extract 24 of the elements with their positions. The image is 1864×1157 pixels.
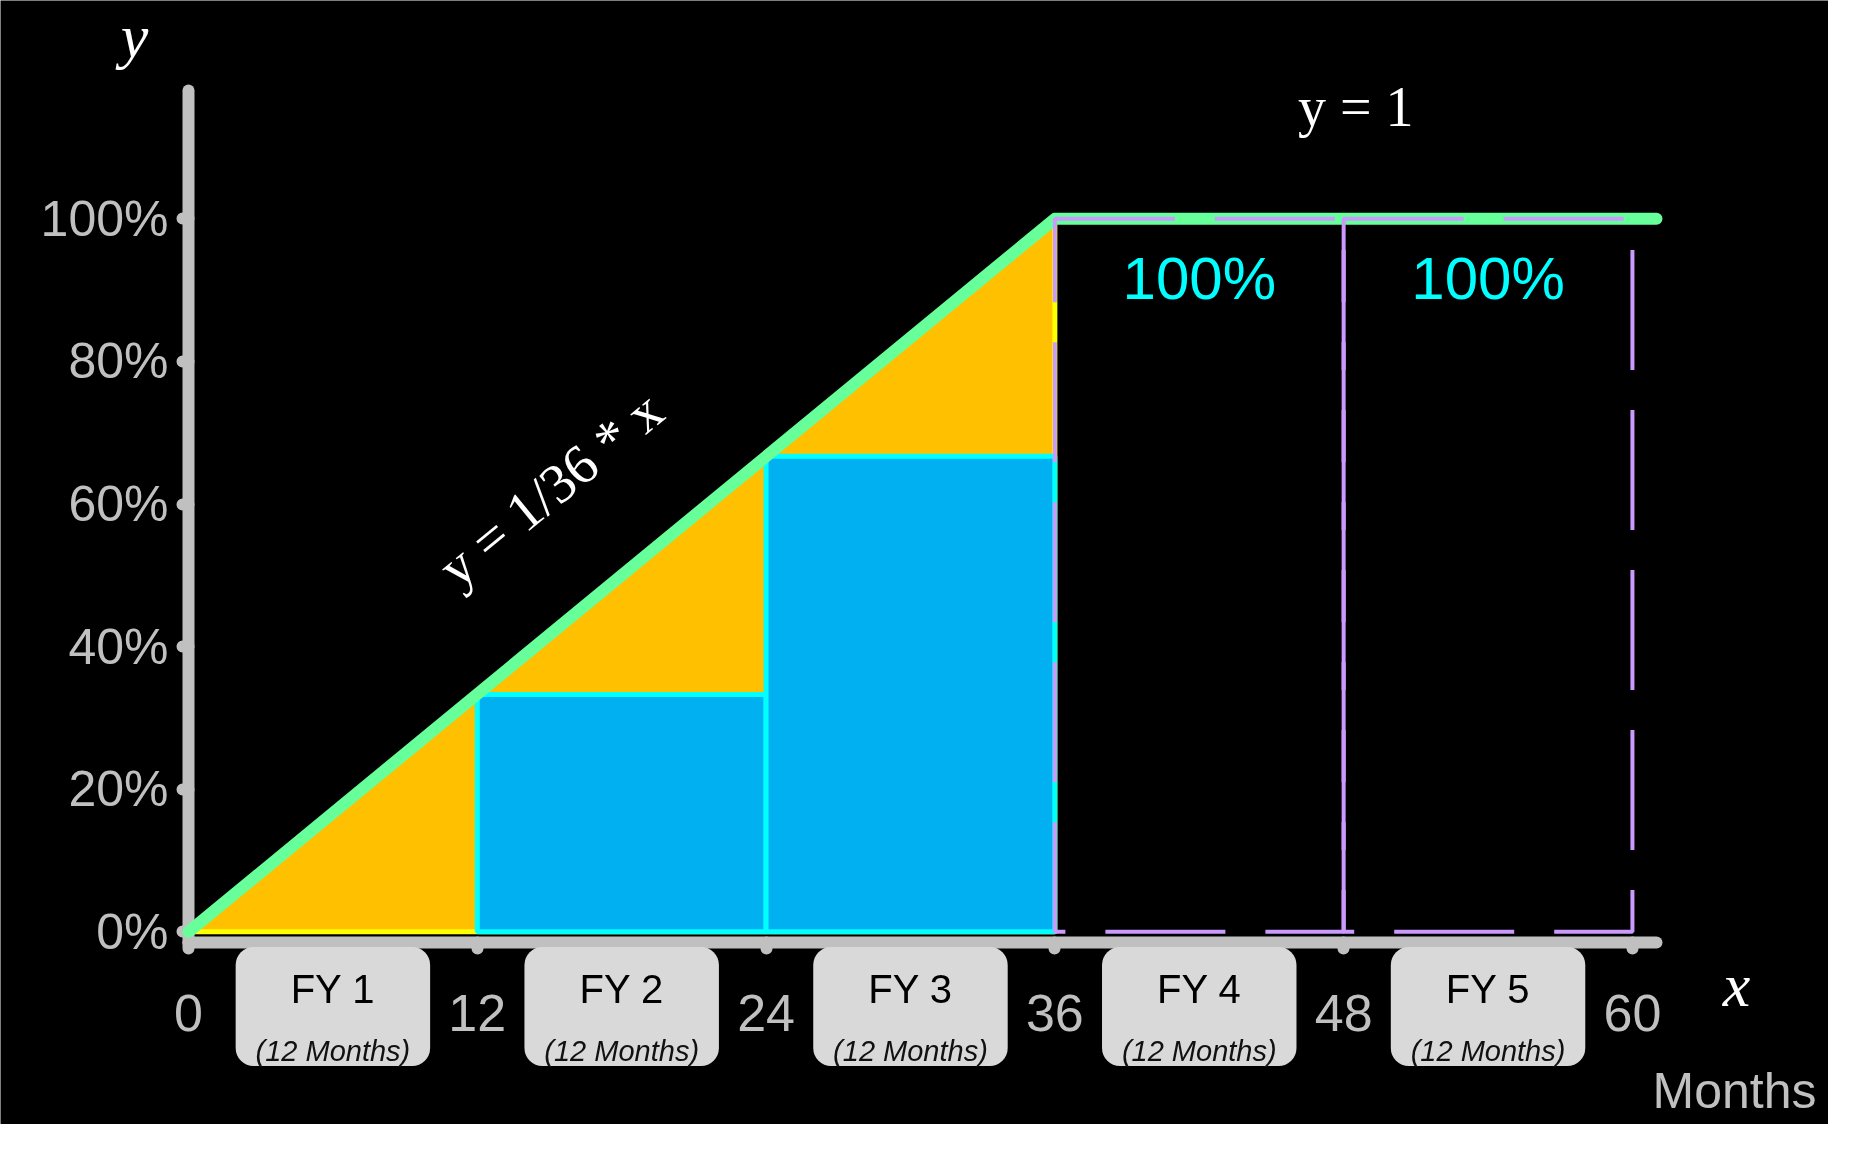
text: Months <box>1652 1062 1817 1119</box>
y-axis-title: y <box>114 1 149 70</box>
text: FY 3 (12 Months) <box>833 967 988 1067</box>
annotation: y = 1 <box>1297 75 1414 138</box>
text: FY 5 (12 Months) <box>1410 967 1566 1067</box>
y-tick-label: 0% <box>96 903 169 960</box>
x-tick-label: 60 <box>1603 983 1662 1042</box>
annotation: y = 1/36 * x <box>426 378 675 599</box>
x-tick-label: 36 <box>1025 983 1084 1042</box>
text: FY 1 (12 Months) <box>255 967 411 1067</box>
x-tick-label: 12 <box>448 983 507 1042</box>
x-tick-label: 0 <box>174 983 203 1042</box>
data-label: 100% <box>1411 245 1565 313</box>
y-tick-label: 80% <box>68 333 169 390</box>
text: FY 4 (12 Months) <box>1121 967 1277 1067</box>
y-tick-label: 60% <box>68 476 169 533</box>
text: FY 2 (12 Months) <box>544 967 700 1067</box>
x-axis-title: x <box>1721 950 1751 1019</box>
y-tick-label: 100% <box>40 190 169 247</box>
x-tick-label: 48 <box>1314 983 1373 1042</box>
y-tick-label: 40% <box>68 618 169 675</box>
y-tick-label: 20% <box>68 761 169 818</box>
x-tick-label: 24 <box>737 983 795 1042</box>
data-label: 100% <box>1122 245 1276 313</box>
